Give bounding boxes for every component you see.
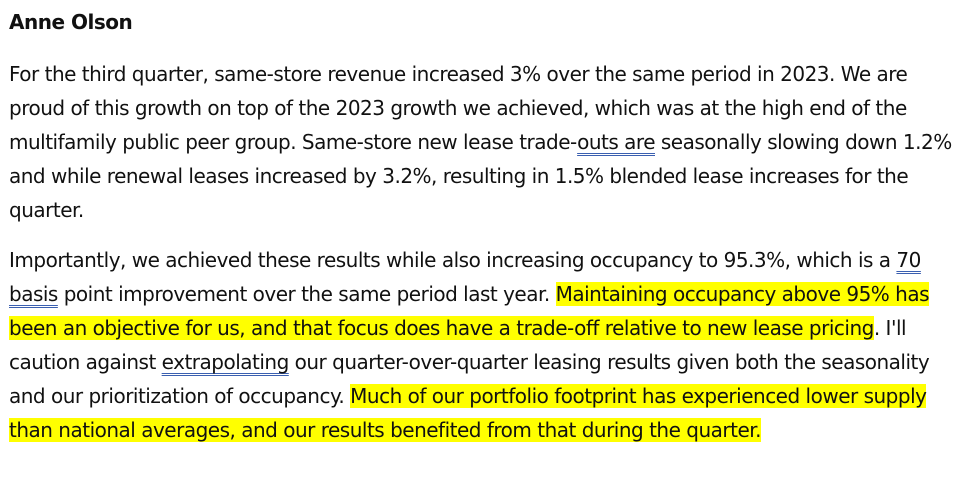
- speaker-name: Anne Olson: [9, 10, 133, 34]
- paragraph-1-text-b: seasonally slowing down 1.2% and while r…: [9, 130, 952, 222]
- paragraph-1-text-a: For the third quarter, same-store revenu…: [9, 62, 908, 154]
- paragraph-2-text-b: point improvement over the same period l…: [57, 282, 556, 306]
- paragraph-2-text-d: our quarter-over-quarter leasing results…: [9, 350, 930, 408]
- paragraph-2-text-a: Importantly, we achieved these results w…: [9, 248, 897, 272]
- document-body: Anne Olson For the third quarter, same-s…: [9, 8, 954, 463]
- paragraph-2-text-c: . I'll caution against: [9, 316, 907, 374]
- spellcheck-underline-extrapolating[interactable]: extrapolating: [161, 350, 290, 374]
- spellcheck-underline-70-basis[interactable]: 70 basis: [9, 248, 921, 306]
- paragraph-2: Importantly, we achieved these results w…: [9, 243, 954, 447]
- spellcheck-underline-outs-are[interactable]: outs are: [577, 130, 655, 154]
- paragraph-1: For the third quarter, same-store revenu…: [9, 57, 954, 227]
